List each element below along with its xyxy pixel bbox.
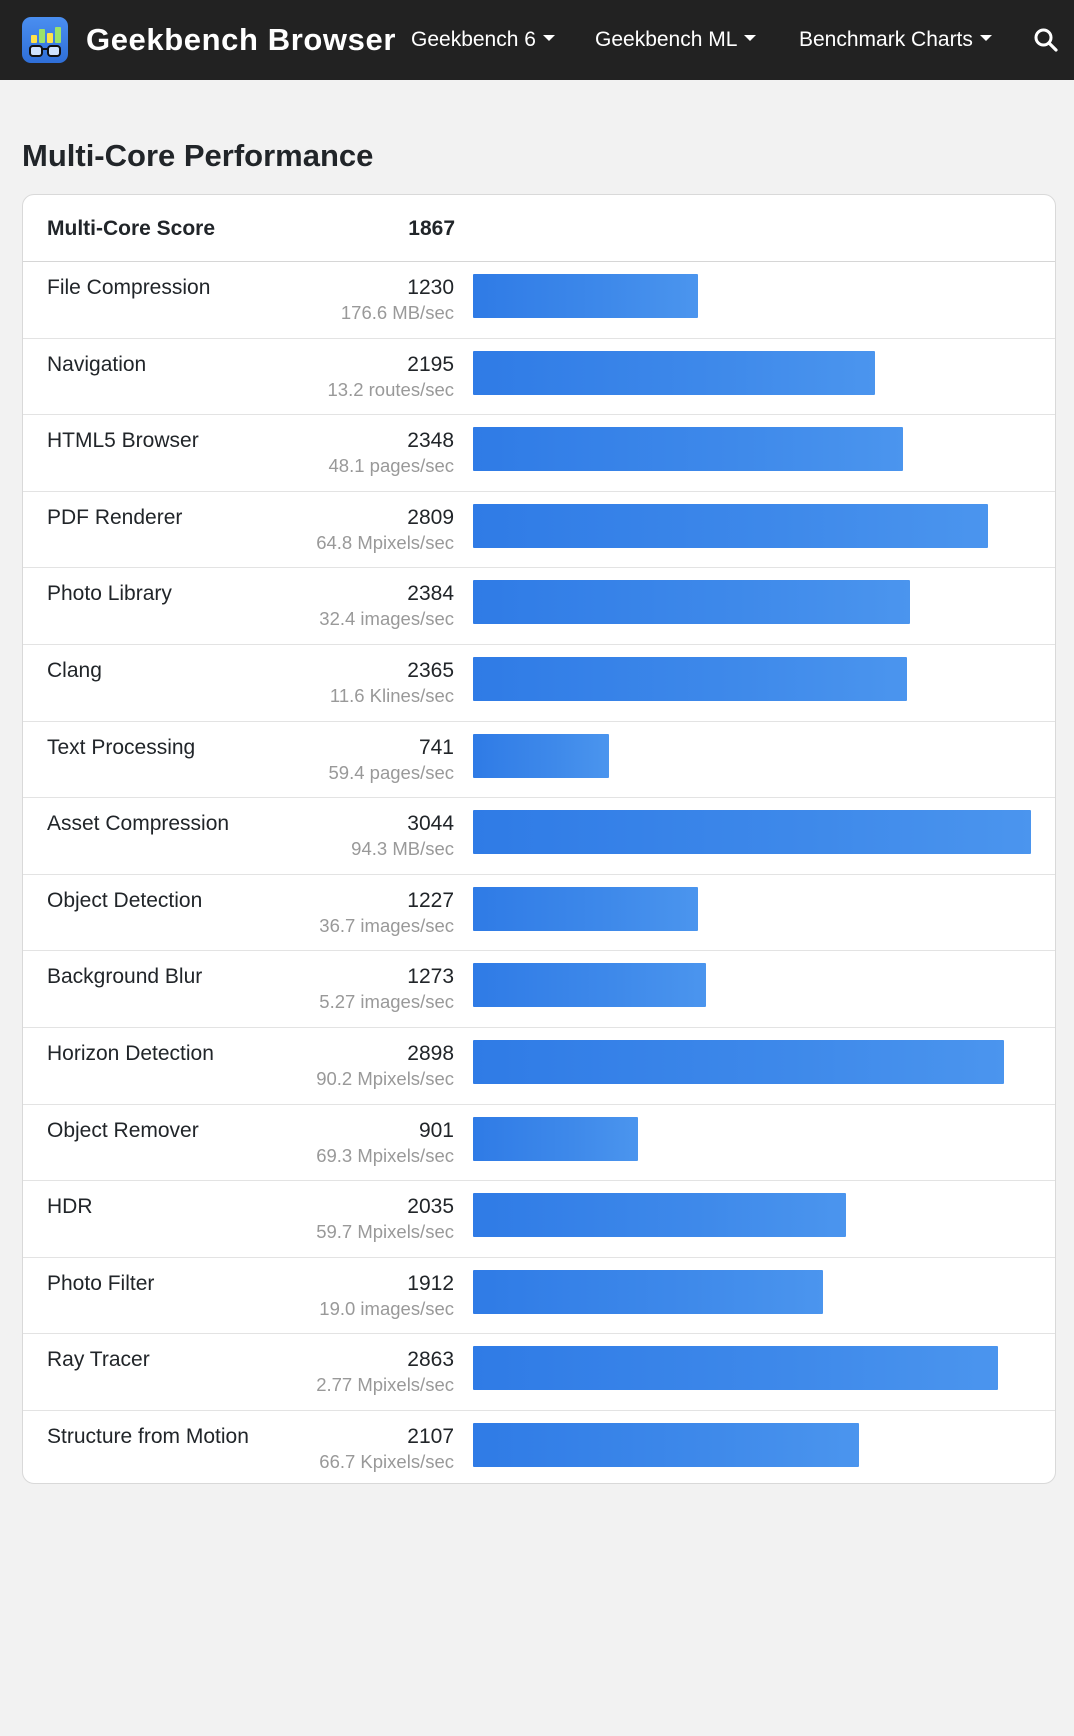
benchmark-name: Photo Library bbox=[47, 582, 172, 606]
benchmark-name: Object Detection bbox=[47, 888, 203, 912]
top-navbar: Geekbench Browser Geekbench 6 Geekbench … bbox=[0, 0, 1074, 80]
nav-geekbench-6-label: Geekbench 6 bbox=[411, 28, 536, 51]
benchmark-name: Background Blur bbox=[47, 965, 203, 989]
benchmark-score-bar bbox=[473, 503, 988, 548]
benchmark-rate: 66.7 Kpixels/sec bbox=[319, 1450, 454, 1472]
benchmark-row: Horizon Detection 2898 90.2 Mpixels/sec bbox=[23, 1028, 1055, 1105]
multi-core-score-row: Multi-Core Score 1867 bbox=[23, 195, 1055, 262]
benchmark-rate: 64.8 Mpixels/sec bbox=[316, 531, 454, 553]
benchmark-score: 2195 bbox=[407, 352, 454, 376]
benchmark-score-bar bbox=[473, 427, 904, 472]
nav-benchmark-charts-dropdown[interactable]: Benchmark Charts bbox=[799, 0, 992, 80]
benchmark-score: 2035 bbox=[407, 1195, 454, 1219]
benchmark-score: 1912 bbox=[407, 1271, 454, 1295]
benchmark-score-bar bbox=[473, 1039, 1005, 1084]
benchmark-score: 2384 bbox=[407, 582, 454, 606]
benchmark-row: HDR 2035 59.7 Mpixels/sec bbox=[23, 1181, 1055, 1258]
benchmark-row: Navigation 2195 13.2 routes/sec bbox=[23, 339, 1055, 416]
benchmark-score: 2107 bbox=[407, 1424, 454, 1448]
benchmark-name: HDR bbox=[47, 1195, 93, 1219]
benchmark-name: Object Remover bbox=[47, 1118, 199, 1142]
nav-benchmark-charts-label: Benchmark Charts bbox=[799, 28, 973, 51]
benchmark-rate: 176.6 MB/sec bbox=[340, 302, 454, 323]
benchmark-rate: 13.2 routes/sec bbox=[327, 378, 455, 400]
benchmark-name: Clang bbox=[47, 658, 102, 682]
benchmark-rate: 48.1 pages/sec bbox=[328, 455, 454, 477]
caret-down-icon bbox=[744, 35, 757, 41]
benchmark-name: Text Processing bbox=[47, 735, 196, 759]
benchmark-rate: 69.3 Mpixels/sec bbox=[316, 1144, 454, 1166]
benchmark-row: Object Detection 1227 36.7 images/sec bbox=[23, 875, 1055, 952]
benchmark-rate: 36.7 images/sec bbox=[319, 914, 454, 936]
benchmark-score-bar bbox=[473, 656, 907, 701]
geekbench-logo-icon[interactable] bbox=[22, 17, 68, 63]
brand-title[interactable]: Geekbench Browser bbox=[86, 22, 396, 57]
nav-geekbench-ml-dropdown[interactable]: Geekbench ML bbox=[595, 0, 757, 80]
benchmark-score: 2348 bbox=[407, 429, 454, 453]
caret-down-icon bbox=[979, 35, 992, 41]
benchmark-score-bar bbox=[473, 963, 707, 1008]
benchmark-row: Background Blur 1273 5.27 images/sec bbox=[23, 951, 1055, 1028]
benchmark-score-bar bbox=[473, 733, 609, 778]
benchmark-score: 2365 bbox=[407, 658, 454, 682]
nav-geekbench-ml-label: Geekbench ML bbox=[595, 28, 738, 51]
benchmark-score-bar bbox=[473, 580, 910, 625]
multi-core-performance-table: Multi-Core Score 1867 File Compression 12… bbox=[22, 194, 1056, 1484]
benchmark-name: Navigation bbox=[47, 352, 147, 376]
benchmark-row: Asset Compression 3044 94.3 MB/sec bbox=[23, 798, 1055, 875]
benchmark-row: Clang 2365 11.6 Klines/sec bbox=[23, 645, 1055, 722]
benchmark-score-bar bbox=[473, 1422, 860, 1467]
benchmark-score-bar bbox=[473, 1116, 639, 1161]
benchmark-score-bar bbox=[473, 1269, 824, 1314]
benchmark-row: Photo Filter 1912 19.0 images/sec bbox=[23, 1258, 1055, 1335]
benchmark-score-bar bbox=[473, 886, 698, 931]
benchmark-name: Structure from Motion bbox=[47, 1424, 249, 1448]
benchmark-score-bar bbox=[473, 1193, 847, 1238]
benchmark-rate: 94.3 MB/sec bbox=[351, 838, 454, 860]
page-title: Multi-Core Performance bbox=[22, 138, 374, 173]
benchmark-score: 1227 bbox=[407, 888, 454, 912]
benchmark-score: 1273 bbox=[407, 965, 454, 989]
benchmark-row: Structure from Motion 2107 66.7 Kpixels/se… bbox=[23, 1411, 1055, 1483]
benchmark-rate: 11.6 Klines/sec bbox=[329, 684, 454, 706]
benchmark-name: Photo Filter bbox=[47, 1271, 155, 1295]
benchmark-rate: 19.0 images/sec bbox=[319, 1297, 454, 1319]
benchmark-rate: 32.4 images/sec bbox=[319, 608, 454, 630]
benchmark-row: HTML5 Browser 2348 48.1 pages/sec bbox=[23, 415, 1055, 492]
benchmark-row: Photo Library 2384 32.4 images/sec bbox=[23, 568, 1055, 645]
nav-geekbench-6-dropdown[interactable]: Geekbench 6 bbox=[411, 0, 555, 80]
benchmark-rate: 59.4 pages/sec bbox=[328, 761, 454, 783]
benchmark-score-bar bbox=[473, 1346, 998, 1391]
benchmark-name: Horizon Detection bbox=[47, 1041, 214, 1065]
benchmark-row: Text Processing 741 59.4 pages/sec bbox=[23, 722, 1055, 799]
multi-core-score-label: Multi-Core Score bbox=[47, 217, 216, 240]
benchmark-name: File Compression bbox=[47, 276, 211, 299]
benchmark-rate: 2.77 Mpixels/sec bbox=[316, 1374, 454, 1396]
benchmark-score: 741 bbox=[418, 735, 454, 759]
benchmark-row: PDF Renderer 2809 64.8 Mpixels/sec bbox=[23, 492, 1055, 569]
multi-core-score-value: 1867 bbox=[408, 217, 455, 240]
benchmark-score-bar bbox=[473, 350, 876, 395]
benchmark-score: 901 bbox=[418, 1118, 454, 1142]
benchmark-rows: File Compression 1230 176.6 MB/sec Navigati… bbox=[23, 262, 1055, 1483]
benchmark-score-bar bbox=[473, 274, 699, 318]
benchmark-row: File Compression 1230 176.6 MB/sec bbox=[23, 262, 1055, 339]
benchmark-rate: 90.2 Mpixels/sec bbox=[316, 1067, 454, 1089]
benchmark-score: 3044 bbox=[407, 812, 454, 836]
caret-down-icon bbox=[542, 35, 555, 41]
benchmark-score: 2898 bbox=[407, 1041, 454, 1065]
search-icon[interactable] bbox=[1032, 26, 1060, 54]
benchmark-row: Ray Tracer 2863 2.77 Mpixels/sec bbox=[23, 1334, 1055, 1411]
benchmark-rate: 5.27 images/sec bbox=[319, 991, 454, 1013]
benchmark-name: Asset Compression bbox=[47, 812, 230, 836]
benchmark-name: Ray Tracer bbox=[47, 1348, 150, 1372]
benchmark-name: PDF Renderer bbox=[47, 505, 183, 529]
benchmark-score: 1230 bbox=[407, 276, 454, 299]
benchmark-score-bar bbox=[473, 810, 1031, 855]
benchmark-score: 2863 bbox=[407, 1348, 454, 1372]
benchmark-score: 2809 bbox=[407, 505, 454, 529]
benchmark-name: HTML5 Browser bbox=[47, 429, 199, 453]
benchmark-rate: 59.7 Mpixels/sec bbox=[316, 1221, 454, 1243]
benchmark-row: Object Remover 901 69.3 Mpixels/sec bbox=[23, 1105, 1055, 1182]
